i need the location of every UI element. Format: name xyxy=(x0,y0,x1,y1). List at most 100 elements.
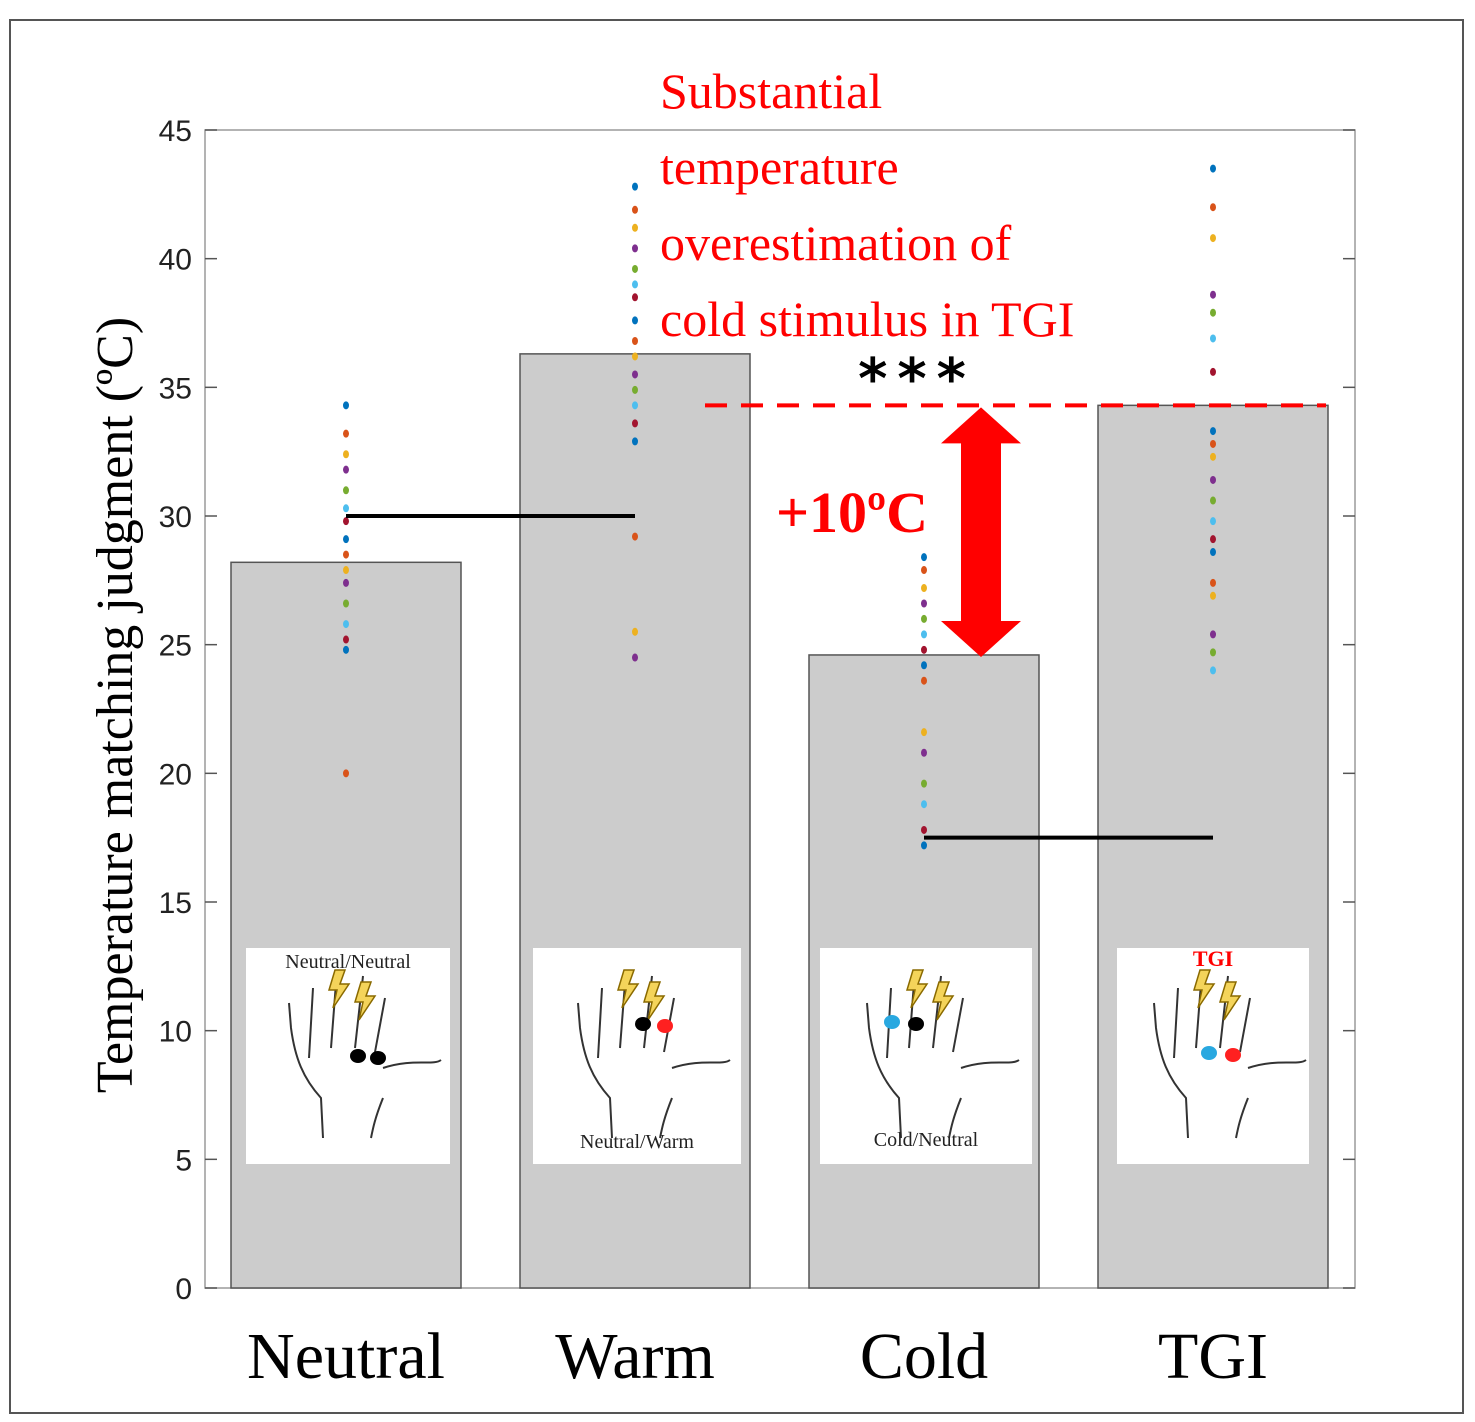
data-point xyxy=(921,749,927,757)
stimulus-dot xyxy=(635,1017,651,1031)
data-point xyxy=(921,615,927,623)
inset-neutral-warm: Neutral/Warm xyxy=(533,948,741,1164)
data-point xyxy=(632,316,638,324)
data-point xyxy=(632,628,638,636)
data-point xyxy=(1210,648,1216,656)
data-point xyxy=(343,486,349,494)
inset-title: Neutral/Warm xyxy=(580,1131,694,1153)
data-point xyxy=(1210,203,1216,211)
data-point xyxy=(1210,548,1216,556)
annotation-line: overestimation of xyxy=(660,215,1012,271)
data-point xyxy=(343,517,349,525)
data-point xyxy=(632,437,638,445)
data-point xyxy=(1210,517,1216,525)
y-tick-label: 45 xyxy=(159,115,192,148)
data-point xyxy=(921,630,927,638)
data-point xyxy=(921,553,927,561)
data-point xyxy=(343,466,349,474)
y-tick-label: 20 xyxy=(159,758,192,791)
data-point xyxy=(343,504,349,512)
data-point xyxy=(1210,234,1216,242)
stimulus-dot xyxy=(370,1051,386,1065)
data-point xyxy=(921,728,927,736)
inset-neutral-neutral: Neutral/Neutral xyxy=(246,948,450,1164)
data-point xyxy=(632,386,638,394)
data-point xyxy=(921,566,927,574)
inset-background xyxy=(246,948,450,1164)
inset-cold-neutral: Cold/Neutral xyxy=(820,948,1032,1164)
data-point xyxy=(632,244,638,252)
data-point xyxy=(632,352,638,360)
data-point xyxy=(921,646,927,654)
stimulus-dot xyxy=(350,1049,366,1063)
category-label-tgi: TGI xyxy=(1158,1320,1268,1393)
inset-tgi: TGI xyxy=(1117,946,1309,1164)
inset-title: TGI xyxy=(1193,946,1233,971)
data-point xyxy=(632,654,638,662)
data-point xyxy=(921,661,927,669)
stimulus-dot xyxy=(657,1019,673,1033)
data-point xyxy=(1210,630,1216,638)
stimulus-dot xyxy=(884,1015,900,1029)
annotation-line: Substantial xyxy=(660,63,882,119)
category-label-cold: Cold xyxy=(860,1320,988,1393)
data-point xyxy=(1210,453,1216,461)
significance-stars: *** xyxy=(858,347,976,412)
inset-title: Cold/Neutral xyxy=(874,1129,979,1151)
data-point xyxy=(632,280,638,288)
data-point xyxy=(632,337,638,345)
data-point xyxy=(632,533,638,541)
data-point xyxy=(1210,368,1216,376)
y-tick-label: 30 xyxy=(159,501,192,534)
data-point xyxy=(1210,291,1216,299)
category-label-neutral: Neutral xyxy=(247,1320,445,1393)
bar-neutral xyxy=(231,562,461,1288)
y-tick-label: 15 xyxy=(159,887,192,920)
annotation-line: temperature xyxy=(660,139,899,195)
data-point xyxy=(343,769,349,777)
x-axis-categories: Neutral Warm Cold TGI xyxy=(247,1320,1268,1393)
category-label-warm: Warm xyxy=(555,1320,715,1393)
y-tick-label: 40 xyxy=(159,244,192,277)
data-point xyxy=(1210,579,1216,587)
stimulus-dot xyxy=(1201,1046,1217,1060)
data-point xyxy=(343,599,349,607)
data-point xyxy=(1210,427,1216,435)
data-point xyxy=(1210,476,1216,484)
stimulus-dot xyxy=(1225,1048,1241,1062)
stimulus-dot xyxy=(908,1017,924,1031)
y-tick-label: 5 xyxy=(175,1144,192,1177)
y-tick-label: 0 xyxy=(175,1273,192,1306)
data-point xyxy=(632,370,638,378)
y-tick-label: 10 xyxy=(159,1016,192,1049)
data-point xyxy=(343,401,349,409)
data-point xyxy=(1210,535,1216,543)
data-point xyxy=(632,224,638,232)
data-point xyxy=(343,566,349,574)
data-point xyxy=(343,646,349,654)
data-point xyxy=(632,206,638,214)
data-point xyxy=(1210,440,1216,448)
data-point xyxy=(1210,666,1216,674)
inset-title: Neutral/Neutral xyxy=(285,951,411,973)
data-point xyxy=(921,841,927,849)
data-point xyxy=(632,293,638,301)
data-point xyxy=(343,620,349,628)
data-point xyxy=(632,183,638,191)
y-tick-label: 25 xyxy=(159,630,192,663)
data-point xyxy=(632,265,638,273)
data-point xyxy=(1210,334,1216,342)
y-axis-label: Temperature matching judgment (ºC) xyxy=(87,317,144,1093)
data-point xyxy=(343,551,349,559)
data-point xyxy=(921,826,927,834)
data-point xyxy=(921,599,927,607)
data-point xyxy=(1210,592,1216,600)
annotation-line: cold stimulus in TGI xyxy=(660,291,1074,347)
data-point xyxy=(343,430,349,438)
data-point xyxy=(343,636,349,644)
data-point xyxy=(921,677,927,685)
data-point xyxy=(921,584,927,592)
difference-label: +10ºC xyxy=(776,480,928,545)
y-tick-label: 35 xyxy=(159,372,192,405)
